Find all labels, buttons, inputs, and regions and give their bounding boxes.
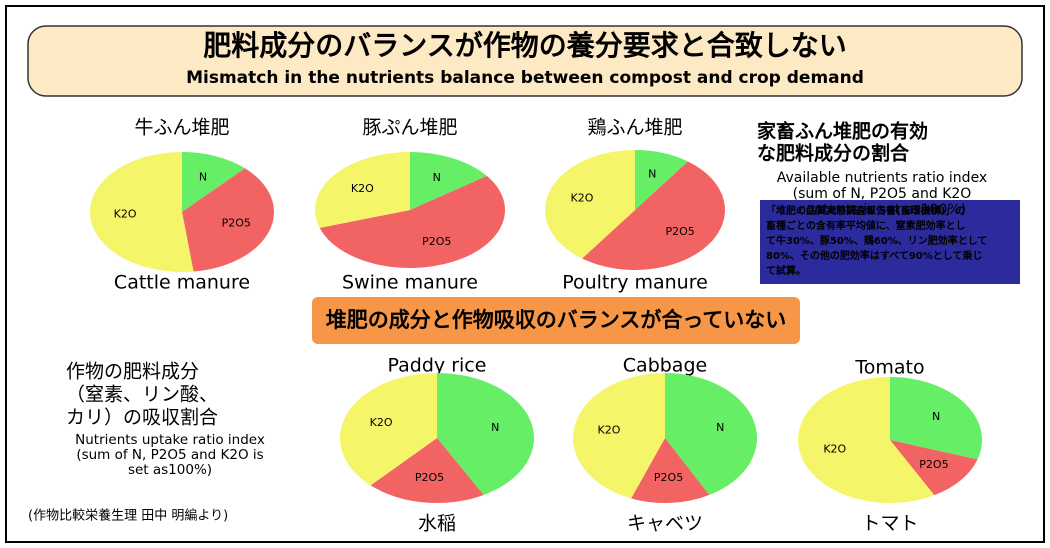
pie-slice	[572, 373, 665, 499]
note-box	[760, 200, 1020, 284]
pie-title: Tomato	[854, 357, 924, 379]
pie-slice	[319, 175, 505, 268]
slice-label: P2O5	[422, 235, 451, 248]
slice-label: K2O	[823, 443, 846, 456]
crop-title: （窒素、リン酸、	[66, 384, 218, 406]
banner-box	[312, 297, 800, 344]
pie-slice	[798, 377, 935, 504]
slice-label: P2O5	[415, 471, 444, 484]
slice-label: N	[199, 170, 207, 183]
pie-slice	[582, 161, 725, 270]
pie-slice	[182, 152, 245, 212]
pie-slice	[545, 150, 635, 259]
pie-slice	[90, 152, 194, 272]
box-text: て試算。	[766, 264, 806, 277]
note-text: Available nutrients ratio index	[777, 170, 987, 186]
title-box	[27, 25, 1023, 97]
pie-slice	[315, 152, 410, 228]
note-text: (sum of N, P2O5 and K2O	[793, 186, 972, 202]
box-text: 80%、その他の肥効率はすべて90%として乗じ	[766, 249, 982, 262]
note-text: contents is set as100%)	[798, 202, 966, 218]
box-text: 「堆肥の品質実態調査報告書(畜環機構)」の	[766, 204, 965, 217]
slice-label: K2O	[351, 182, 374, 195]
note-title: な肥料成分の割合	[757, 142, 910, 165]
pie-slice	[410, 152, 487, 210]
box-text: て牛30%、豚50%、鶏60%、リン肥効率として	[766, 234, 988, 247]
box-text: 畜種ごとの含有率平均値に、窒素肥効率とし	[766, 219, 966, 232]
source: (作物比較栄養生理 田中 明編より)	[28, 508, 228, 524]
slice-label: N	[932, 410, 940, 423]
crop-title: カリ）の吸収割合	[66, 407, 218, 429]
slice-label: K2O	[598, 423, 621, 436]
pie-caption: キャベツ	[627, 513, 703, 535]
pie-caption: Swine manure	[342, 272, 478, 294]
pie-title: 鶏ふん堆肥	[587, 117, 682, 139]
slice-label: K2O	[570, 192, 593, 205]
slice-label: P2O5	[665, 225, 694, 238]
subtitle: Mismatch in the nutrients balance betwee…	[186, 68, 864, 88]
slice-label: P2O5	[919, 458, 948, 471]
pie-slice	[890, 440, 978, 496]
crop-text: set as100%)	[128, 462, 212, 478]
pie-title: 牛ふん堆肥	[134, 117, 229, 139]
pie-caption: トマト	[861, 513, 918, 535]
pie-slice	[370, 438, 484, 503]
pie-caption: 水稲	[418, 513, 456, 535]
pie-slice	[890, 377, 982, 460]
slice-label: P2O5	[654, 471, 683, 484]
slice-label: K2O	[370, 416, 393, 429]
pie-title: Paddy rice	[388, 355, 487, 377]
crop-title: 作物の肥料成分	[66, 361, 199, 383]
pie-slice	[340, 373, 437, 486]
pie-title: 豚ぷん堆肥	[362, 117, 457, 139]
title: 肥料成分のバランスが作物の養分要求と合致しない	[203, 29, 846, 62]
slice-label: N	[648, 168, 656, 181]
slice-label: N	[716, 421, 724, 434]
slice-label: N	[433, 171, 441, 184]
pie-slice	[437, 373, 534, 495]
pie-slice	[635, 150, 688, 210]
pie-caption: Cattle manure	[114, 272, 250, 294]
pie-title: Cabbage	[623, 355, 707, 377]
slice-label: K2O	[114, 207, 137, 220]
pie-slice	[631, 438, 710, 504]
pie-slice	[182, 168, 274, 272]
note-title: 家畜ふん堆肥の有効	[757, 120, 928, 143]
banner: 堆肥の成分と作物吸収のバランスが合っていない	[326, 308, 787, 332]
slice-label: N	[491, 421, 499, 434]
slice-label: P2O5	[222, 216, 251, 229]
pie-caption: Poultry manure	[562, 272, 708, 294]
crop-text: (sum of N, P2O5 and K2O is	[76, 447, 263, 463]
pie-slice	[665, 373, 758, 495]
crop-text: Nutrients uptake ratio index	[75, 432, 265, 448]
